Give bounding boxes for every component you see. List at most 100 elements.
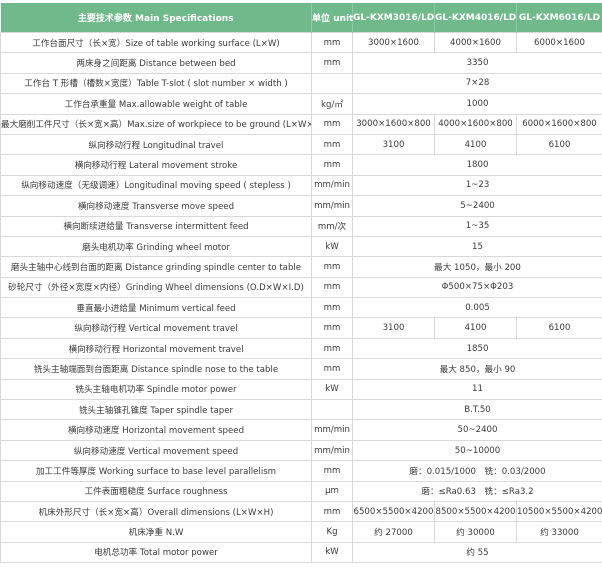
spec-value-model-2: 4000×1600×800 [435,114,517,134]
header-model-1: GL-KXM3016/LD [353,3,435,33]
spec-label: 工作台面尺寸（长×宽）Size of table working surface… [1,33,312,53]
spec-value: 约 55 [353,542,602,562]
spec-value: 最大 1050，最小 200 [353,257,602,277]
spec-value: 1850 [353,338,602,358]
spec-label: 横向移动行程 Lateral movement stroke [1,155,312,175]
spec-value-model-2: 4100 [435,318,517,338]
spec-value-model-1: 3000×1600 [353,33,435,53]
table-row: 工作台 T 形槽（槽数×宽度）Table T-slot ( slot numbe… [1,73,602,93]
spec-value-model-1: 3100 [353,318,435,338]
spec-value: 1~35 [353,216,602,236]
spec-unit: Kg [312,522,353,542]
spec-label: 横向移动速度 Transverse move speed [1,196,312,216]
spec-label: 纵向移动行程 Longitudinal travel [1,134,312,154]
spec-value: B.T.50 [353,400,602,420]
spec-value-model-2: 4000×1600 [435,33,517,53]
table-row: 加工工件等厚度 Working surface to base level pa… [1,461,602,481]
spec-unit: mm [312,318,353,338]
spec-unit: mm [312,461,353,481]
spec-label: 砂轮尺寸（外径×宽度×内径）Grinding Wheel dimensions … [1,277,312,297]
spec-value-model-3: 6000×1600×800 [517,114,602,134]
spec-unit [312,73,353,93]
spec-label: 磨头电机功率 Grinding wheel motor [1,236,312,256]
spec-value: 1000 [353,94,602,114]
spec-value: 50~10000 [353,440,602,460]
spec-value-model-1: 约 27000 [353,522,435,542]
spec-unit: mm [312,155,353,175]
spec-value-model-3: 6100 [517,134,602,154]
spec-unit: mm [312,114,353,134]
spec-label: 垂直最小进给量 Minimum vertical feed [1,298,312,318]
table-row: 铣头主轴锥孔锥度 Taper spindle taper B.T.50 [1,400,602,420]
spec-label: 横向移动行程 Horizontal movement travel [1,338,312,358]
spec-label: 机床净重 N.W [1,522,312,542]
spec-value-model-3: 6000×1600 [517,33,602,53]
spec-label: 铣头主轴电机功率 Spindle motor power [1,379,312,399]
spec-value: 11 [353,379,602,399]
spec-unit: kW [312,236,353,256]
spec-label: 电机总功率 Total motor power [1,542,312,562]
spec-unit: mm [312,298,353,318]
spec-value-model-1: 6500×5500×4200 [353,501,435,521]
spec-label: 纵向移动速度（无级调速）Longitudinal moving speed ( … [1,175,312,195]
spec-value-model-3: 约 33000 [517,522,602,542]
table-row: 磨头主轴中心线到台面的距离 Distance grinding spindle … [1,257,602,277]
spec-unit: kW [312,379,353,399]
table-row: 最大磨削工件尺寸（长×宽×高）Max.size of workpiece to … [1,114,602,134]
spec-unit: mm/min [312,196,353,216]
table-row: 工作台面尺寸（长×宽）Size of table working surface… [1,33,602,53]
spec-value: 最大 850，最小 90 [353,359,602,379]
spec-value-model-1: 3100 [353,134,435,154]
spec-label: 工件表面粗糙度 Surface roughness [1,481,312,501]
spec-label: 工作台 T 形槽（槽数×宽度）Table T-slot ( slot numbe… [1,73,312,93]
spec-unit: mm [312,277,353,297]
spec-unit: mm/次 [312,216,353,236]
spec-unit: mm [312,257,353,277]
header-model-3: GL-KXM6016/LD [517,3,602,33]
header-row: 主要技术参数 Main Specifications 单位 unit GL-KX… [1,3,602,33]
table-row: 铣头主轴端面到台面距离 Distance spindle nose to the… [1,359,602,379]
spec-value-model-2: 8500×5500×4200 [435,501,517,521]
spec-value-model-2: 4100 [435,134,517,154]
table-row: 纵向移动速度（无级调速）Longitudinal moving speed ( … [1,175,602,195]
spec-value: 15 [353,236,602,256]
spec-unit: mm/min [312,440,353,460]
spec-label: 加工工件等厚度 Working surface to base level pa… [1,461,312,481]
spec-label: 纵向移动行程 Vertical movement travel [1,318,312,338]
spec-unit: mm [312,359,353,379]
spec-unit: kg/㎡ [312,94,353,114]
spec-unit: kW [312,542,353,562]
spec-unit: mm/min [312,175,353,195]
spec-value: 5~2400 [353,196,602,216]
header-model-2: GL-KXM4016/LD [435,3,517,33]
spec-unit: mm [312,338,353,358]
spec-value-model-2: 约 30000 [435,522,517,542]
spec-value: 0.005 [353,298,602,318]
spec-unit: mm [312,134,353,154]
table-row: 砂轮尺寸（外径×宽度×内径）Grinding Wheel dimensions … [1,277,602,297]
specifications-table: 主要技术参数 Main Specifications 单位 unit GL-KX… [0,3,602,563]
spec-unit [312,400,353,420]
spec-label: 磨头主轴中心线到台面的距离 Distance grinding spindle … [1,257,312,277]
spec-label: 横向断续进给量 Transverse intermittent feed [1,216,312,236]
spec-value: 磨：0.015/1000 铣：0.03/2000 [353,461,602,481]
spec-value: 磨：≤Ra0.63 铣：≤Ra3.2 [353,481,602,501]
spec-label: 横向移动速度 Horizontal movement speed [1,420,312,440]
header-unit: 单位 unit [312,3,353,33]
spec-label: 机床外形尺寸（长×宽×高）Overall dimensions (L×W×H) [1,501,312,521]
spec-label: 两床身之间距离 Distance between bed [1,53,312,73]
spec-unit: mm/min [312,420,353,440]
spec-label: 铣头主轴锥孔锥度 Taper spindle taper [1,400,312,420]
